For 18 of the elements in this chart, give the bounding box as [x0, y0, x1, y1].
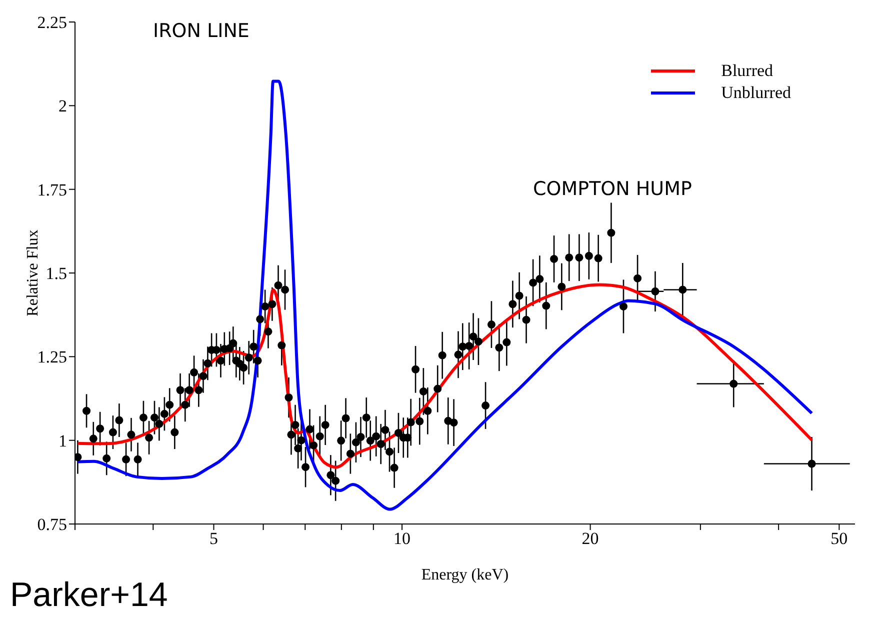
y-tick-label: 1.75 [37, 180, 67, 200]
annotation: IRON LINE [153, 20, 250, 42]
y-tick-label: 1.5 [46, 264, 67, 284]
x-tick-label: 5 [210, 529, 218, 548]
text: Parker+14 [10, 576, 168, 614]
x-axis-title: Energy (keV) [421, 566, 509, 584]
y-tick-label: 1.25 [37, 348, 67, 367]
y-tick-label: 2.25 [37, 13, 67, 32]
legend-label: Unblurred [721, 83, 791, 103]
x-tick-label: 20 [582, 529, 599, 548]
y-tick-label: 2 [58, 96, 67, 116]
legend-label: Blurred [721, 61, 774, 81]
y-tick-label: 1 [58, 431, 67, 450]
y-axis-title: Relative Flux [24, 230, 42, 316]
x-tick-label: 50 [830, 529, 848, 548]
x-tick-label: 10 [394, 529, 411, 548]
annotation: COMPTON HUMP [533, 178, 692, 200]
y-tick-label: 0.75 [37, 515, 67, 534]
